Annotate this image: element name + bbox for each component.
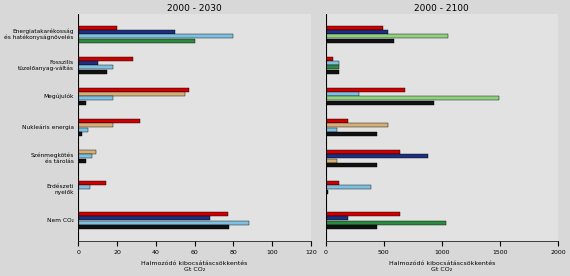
Bar bbox=[325, 34, 447, 38]
Bar bbox=[79, 225, 230, 229]
Bar bbox=[79, 159, 86, 163]
Bar bbox=[325, 119, 348, 123]
Bar bbox=[79, 132, 82, 136]
Title: 2000 - 2100: 2000 - 2100 bbox=[414, 4, 469, 13]
Bar bbox=[325, 163, 377, 167]
Bar bbox=[79, 221, 249, 225]
Bar bbox=[79, 101, 86, 105]
Bar bbox=[79, 61, 98, 65]
Bar bbox=[79, 185, 90, 189]
Bar bbox=[79, 39, 194, 43]
Bar bbox=[79, 119, 140, 123]
Bar bbox=[79, 57, 133, 61]
Bar bbox=[79, 88, 189, 92]
Bar bbox=[325, 61, 339, 65]
Bar bbox=[325, 70, 339, 74]
Bar bbox=[79, 216, 210, 221]
Bar bbox=[325, 150, 400, 154]
Bar bbox=[79, 96, 113, 100]
Title: 2000 - 2030: 2000 - 2030 bbox=[167, 4, 222, 13]
Bar bbox=[79, 128, 88, 132]
Bar bbox=[325, 132, 377, 136]
Bar bbox=[325, 181, 339, 185]
Bar bbox=[79, 212, 227, 216]
Bar bbox=[325, 185, 371, 189]
Bar bbox=[79, 30, 175, 34]
Bar bbox=[325, 159, 337, 163]
Bar bbox=[325, 96, 499, 100]
Bar bbox=[325, 225, 377, 229]
Bar bbox=[325, 221, 446, 225]
Bar bbox=[325, 39, 394, 43]
X-axis label: Halmozódó kibocsátáscsökkentés
Gt CO₂: Halmozódó kibocsátáscsökkentés Gt CO₂ bbox=[389, 261, 495, 272]
Bar bbox=[325, 88, 405, 92]
X-axis label: Halmozódó kibocsátáscsökkentés
Gt CO₂: Halmozódó kibocsátáscsökkentés Gt CO₂ bbox=[141, 261, 248, 272]
Bar bbox=[325, 30, 388, 34]
Bar bbox=[79, 34, 233, 38]
Bar bbox=[325, 92, 359, 96]
Bar bbox=[325, 216, 348, 221]
Bar bbox=[325, 154, 428, 158]
Bar bbox=[79, 181, 105, 185]
Bar bbox=[325, 128, 337, 132]
Bar bbox=[325, 65, 339, 69]
Bar bbox=[325, 212, 400, 216]
Bar bbox=[79, 26, 117, 30]
Bar bbox=[79, 70, 108, 74]
Bar bbox=[325, 123, 388, 127]
Bar bbox=[325, 101, 434, 105]
Bar bbox=[79, 65, 113, 69]
Bar bbox=[325, 57, 333, 61]
Bar bbox=[79, 150, 96, 154]
Bar bbox=[79, 154, 92, 158]
Bar bbox=[79, 123, 113, 127]
Bar bbox=[325, 190, 328, 194]
Bar bbox=[325, 26, 382, 30]
Bar bbox=[79, 92, 185, 96]
